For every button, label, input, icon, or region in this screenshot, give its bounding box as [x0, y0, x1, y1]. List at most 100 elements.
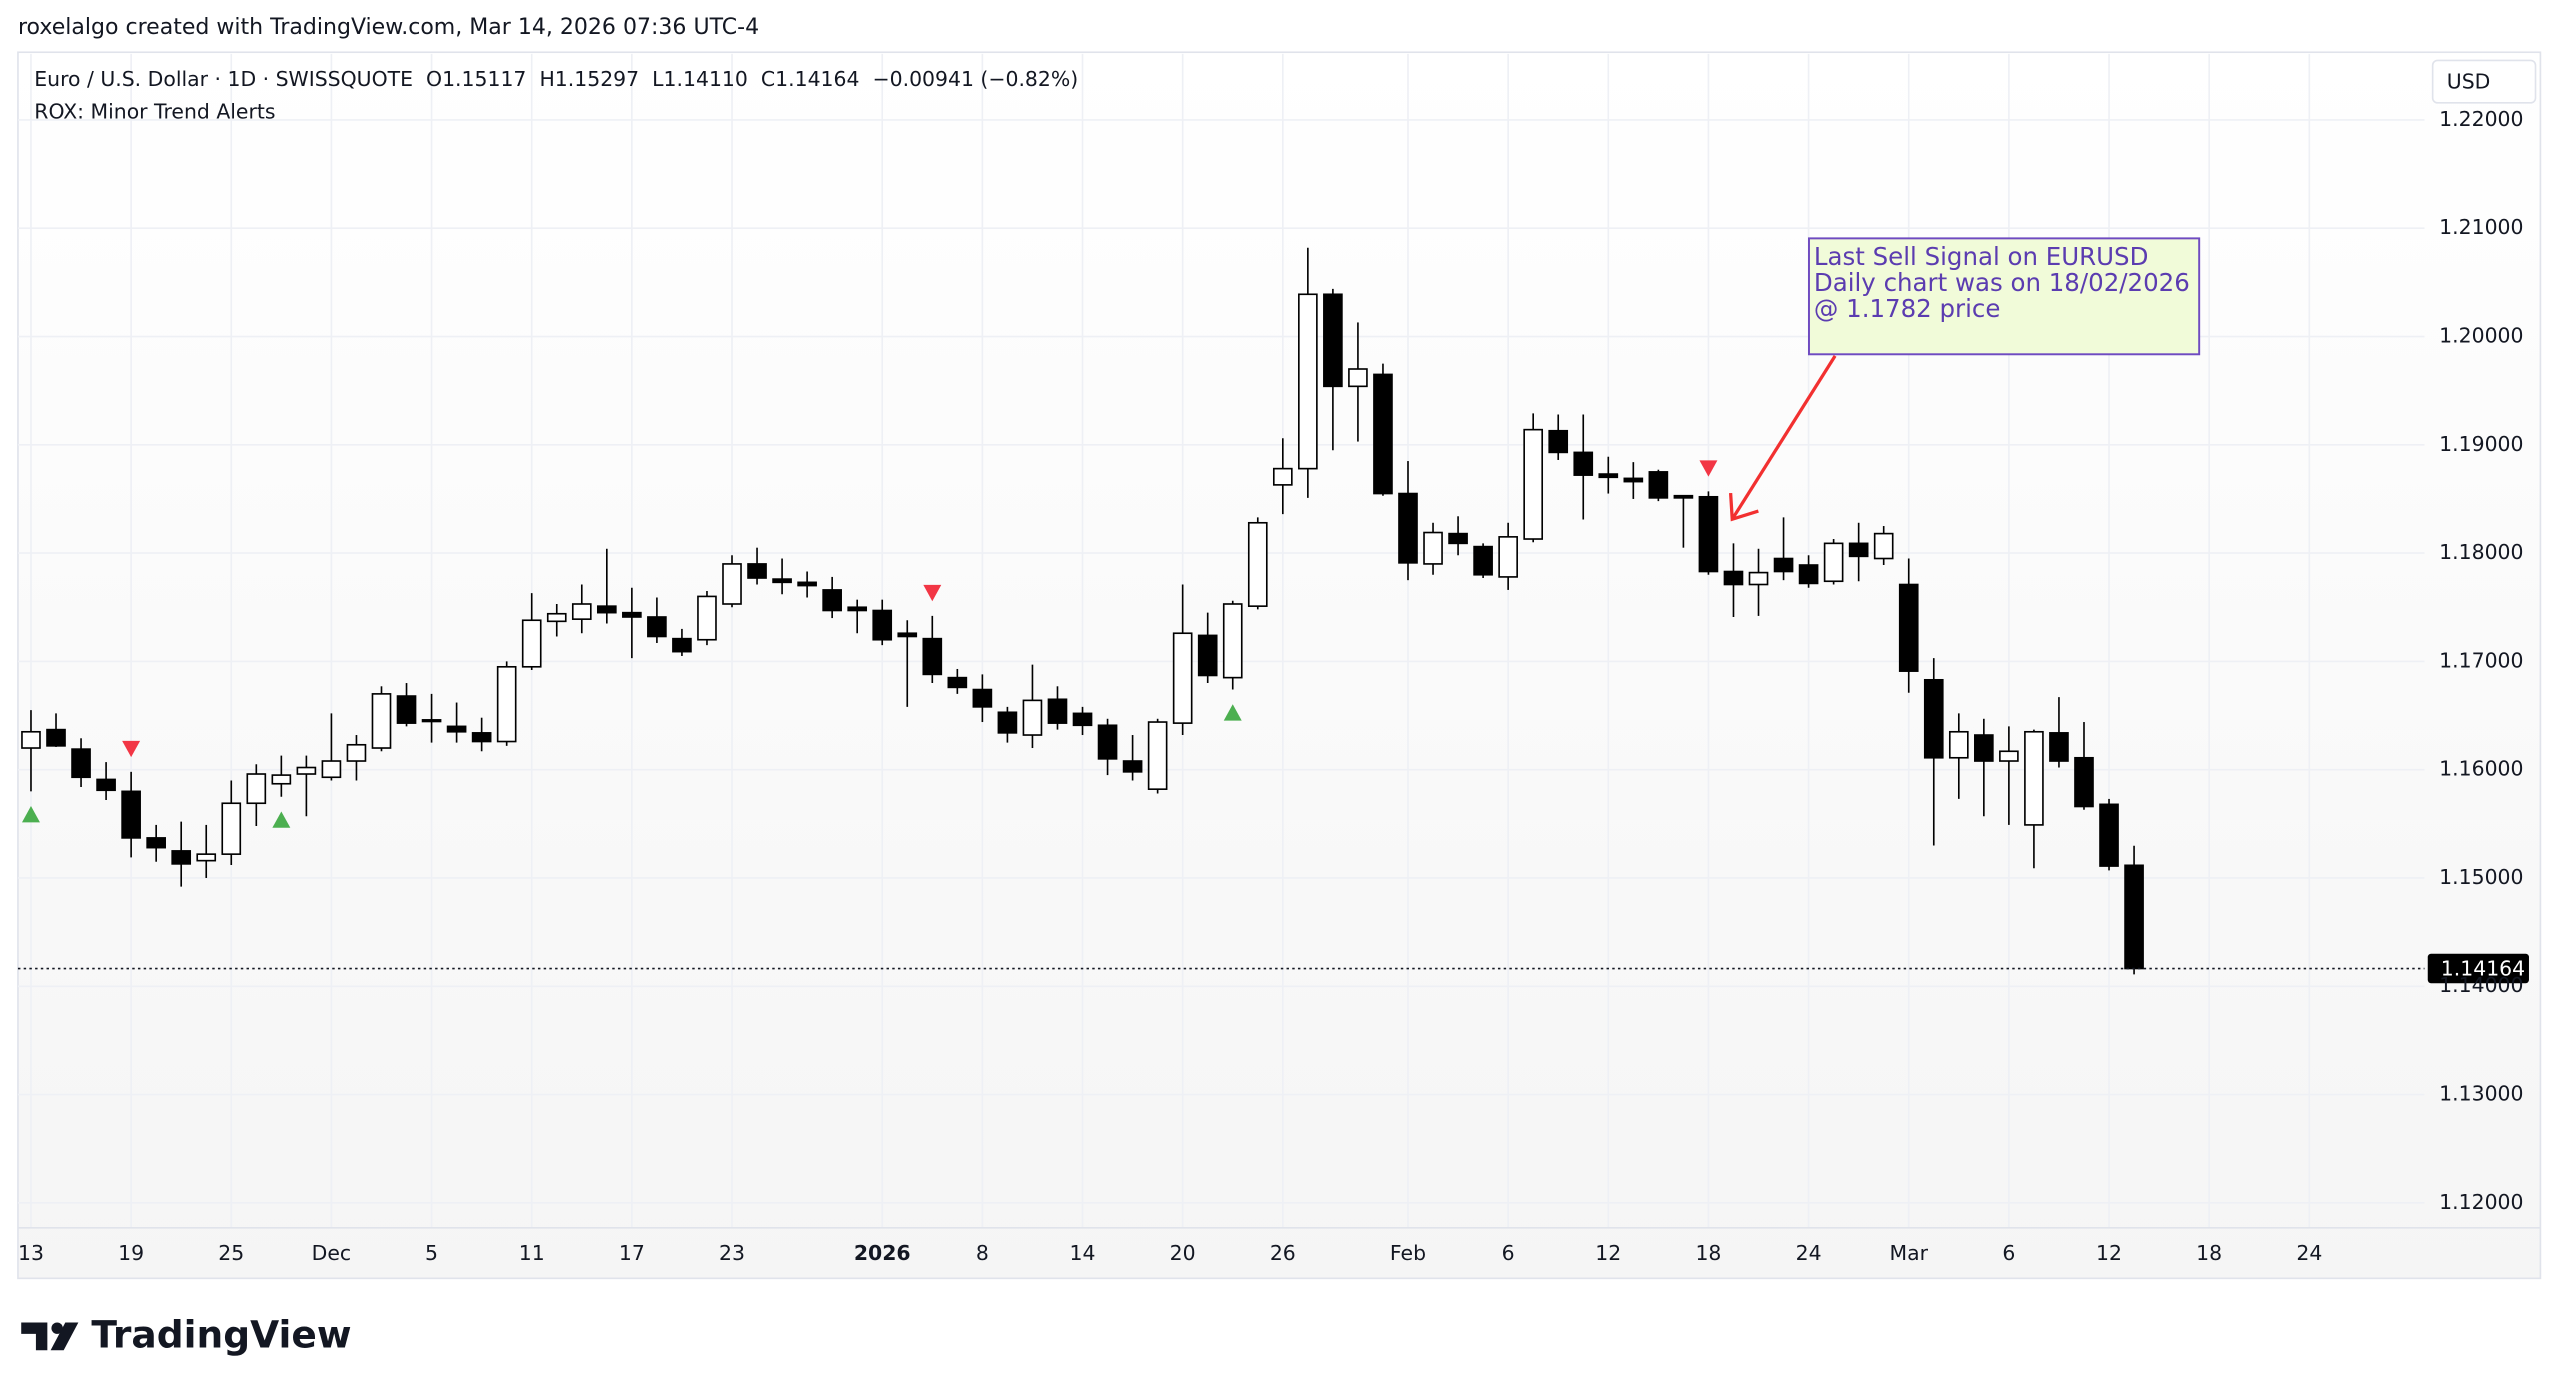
candle-body [371, 693, 392, 749]
candle-body [121, 790, 141, 839]
legend-open: O1.15117 [426, 67, 526, 91]
legend: Euro / U.S. Dollar · 1D · SWISSQUOTE O1.1… [34, 67, 1078, 91]
legend-high: H1.15297 [539, 67, 639, 91]
legend-close: C1.14164 [761, 67, 860, 91]
candle-body [1147, 721, 1168, 790]
candle-body [1047, 698, 1068, 724]
legend-change: −0.00941 (−0.82%) [873, 67, 1079, 91]
x-tick-label: Dec [312, 1241, 351, 1265]
x-tick-label: 20 [1170, 1241, 1196, 1265]
candle-body [1373, 373, 1393, 495]
candle-body [1723, 570, 1744, 586]
candle-body [1197, 634, 1218, 677]
candle-body [1072, 712, 1093, 727]
annotation-box [1808, 237, 2201, 356]
candle-body [96, 778, 116, 792]
candle-body [1573, 451, 1594, 476]
legend-low: L1.14110 [652, 67, 748, 91]
y-tick-label: 1.20000 [2439, 324, 2523, 348]
candle-body [71, 748, 91, 779]
sell-signal [923, 584, 942, 602]
arrow-head [1728, 492, 1759, 522]
candle-body [1923, 678, 1944, 759]
sell-signal [1699, 460, 1718, 477]
candle-body [1798, 564, 1819, 585]
candle-body [271, 774, 292, 785]
candle-body [622, 611, 642, 618]
candle-body [1247, 521, 1268, 607]
annotation-line: Last Sell Signal on EURUSD [1814, 242, 2149, 271]
candle-body [1873, 532, 1894, 560]
candle-body [521, 619, 542, 668]
annotation-line: @ 1.1782 price [1814, 294, 2001, 323]
candle-body [46, 728, 66, 747]
candle-body [1974, 734, 1994, 762]
candle-body [1648, 471, 1669, 499]
candle-body [2099, 803, 2119, 867]
candle-body [1448, 532, 1468, 545]
candle-body [1498, 536, 1518, 578]
candle-body [1548, 429, 1569, 454]
candle-body [772, 578, 792, 584]
candle-body [1773, 557, 1794, 573]
x-tick-label: 24 [1796, 1241, 1822, 1265]
candle-body [997, 711, 1018, 734]
candle-body [2024, 730, 2044, 826]
candle-body [1823, 542, 1844, 583]
candle-body [1423, 531, 1443, 565]
candle-body [1673, 494, 1694, 499]
candle-body [471, 732, 492, 743]
candle-body [1999, 750, 2019, 762]
brand: TradingView [91, 1313, 351, 1357]
annotation-arrow [1730, 355, 1837, 521]
x-tick-label: 25 [218, 1241, 244, 1265]
candle-body [21, 730, 41, 749]
candle-body [1298, 293, 1318, 470]
candle-body [697, 595, 717, 641]
x-tick-label: 18 [1695, 1241, 1721, 1265]
candle-body [647, 616, 667, 638]
candle-body [1598, 473, 1619, 479]
y-tick-label: 1.15000 [2439, 865, 2523, 889]
x-tick-label: 2026 [854, 1241, 911, 1265]
x-tick-label: 12 [2096, 1241, 2122, 1265]
buy-signal [1223, 704, 1242, 721]
candle-body [196, 853, 217, 862]
x-tick-label: 8 [976, 1241, 989, 1265]
x-tick-label: 6 [2002, 1241, 2015, 1265]
buy-signal [21, 806, 40, 823]
candle-body [822, 589, 842, 612]
x-tick-label: 5 [425, 1241, 438, 1265]
candle-body [672, 637, 692, 653]
candle-body [496, 665, 517, 743]
candle-body [922, 637, 943, 676]
candle-body [1272, 467, 1293, 486]
annotation-line: Daily chart was on 18/02/2026 [1814, 268, 2190, 297]
last-price-label: 1.14164 [2441, 956, 2525, 980]
x-tick-label: 26 [1270, 1241, 1296, 1265]
candle-body [321, 760, 342, 779]
candle-body [1097, 724, 1118, 760]
candle-body [221, 802, 242, 855]
x-tick-label: 17 [619, 1241, 645, 1265]
candle-body [1222, 603, 1243, 679]
candle-body [246, 773, 267, 805]
candle-body [1172, 632, 1193, 724]
x-tick-label: Feb [1390, 1241, 1426, 1265]
buy-signal [272, 811, 291, 828]
candle-body [2049, 732, 2069, 762]
candle-body [421, 719, 442, 723]
legend-symbol: Euro / U.S. Dollar · 1D · SWISSQUOTE [34, 67, 413, 91]
brand-logo [21, 1322, 79, 1351]
y-tick-label: 1.19000 [2439, 432, 2523, 456]
candle-body [546, 612, 567, 623]
x-tick-label: 11 [519, 1241, 545, 1265]
candle-body [1398, 492, 1418, 564]
y-tick-label: 1.21000 [2439, 215, 2523, 239]
currency-box [2431, 59, 2537, 104]
candle-body [2074, 756, 2094, 808]
y-tick-label: 1.14000 [2439, 973, 2523, 997]
candle-body [747, 563, 767, 579]
candle-body [1623, 477, 1644, 483]
y-tick-label: 1.22000 [2439, 107, 2523, 131]
